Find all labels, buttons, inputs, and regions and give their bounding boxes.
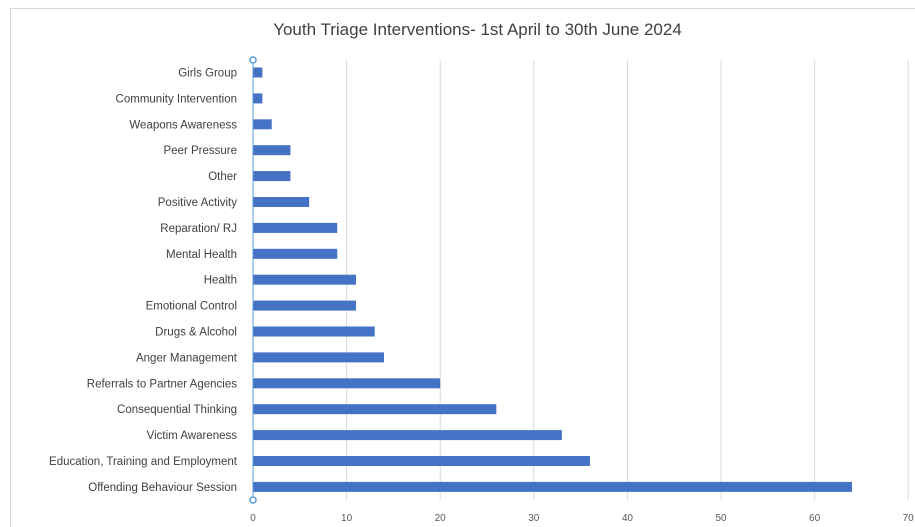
category-label: Other bbox=[208, 171, 237, 183]
bar bbox=[253, 481, 853, 492]
category-label: Drugs & Alcohol bbox=[155, 327, 237, 339]
bar bbox=[253, 430, 562, 441]
category-label: Weapons Awareness bbox=[129, 119, 237, 131]
bar bbox=[253, 93, 263, 104]
bar bbox=[253, 378, 441, 389]
bar bbox=[253, 456, 590, 466]
axis-handle-top bbox=[249, 56, 257, 64]
x-tick-label: 60 bbox=[809, 513, 821, 524]
axis-handle-bottom bbox=[249, 496, 257, 504]
bar bbox=[253, 300, 356, 311]
category-label: Girls Group bbox=[178, 68, 237, 80]
chart-frame bbox=[10, 8, 915, 527]
bar bbox=[253, 67, 263, 78]
bar bbox=[253, 274, 356, 285]
category-label: Community Intervention bbox=[116, 93, 237, 105]
category-label: Health bbox=[204, 275, 237, 287]
x-tick-label: 30 bbox=[528, 513, 540, 524]
x-tick-label: 70 bbox=[903, 513, 915, 524]
category-label: Emotional Control bbox=[146, 301, 237, 313]
bar bbox=[253, 222, 338, 233]
bar bbox=[253, 119, 272, 130]
category-label: Anger Management bbox=[136, 352, 238, 364]
bar bbox=[253, 326, 375, 337]
bar bbox=[253, 404, 497, 415]
x-tick-label: 10 bbox=[341, 513, 353, 524]
x-tick-label: 40 bbox=[622, 513, 634, 524]
category-label: Reparation/ RJ bbox=[160, 223, 237, 235]
bar bbox=[253, 352, 385, 363]
category-label: Offending Behaviour Session bbox=[88, 482, 237, 494]
x-tick-label: 20 bbox=[435, 513, 447, 524]
chart-title: Youth Triage Interventions- 1st April to… bbox=[273, 20, 682, 39]
bar bbox=[253, 197, 310, 207]
category-label: Positive Activity bbox=[158, 197, 237, 209]
category-label: Mental Health bbox=[166, 249, 237, 261]
bar bbox=[253, 248, 338, 259]
category-label: Peer Pressure bbox=[163, 145, 237, 157]
x-tick-label: 0 bbox=[250, 513, 256, 524]
bar bbox=[253, 171, 291, 182]
category-label: Victim Awareness bbox=[147, 430, 238, 442]
bar bbox=[253, 145, 291, 156]
category-label: Referrals to Partner Agencies bbox=[87, 378, 237, 390]
category-label: Consequential Thinking bbox=[117, 404, 237, 416]
x-tick-label: 50 bbox=[715, 513, 727, 524]
category-label: Education, Training and Employment bbox=[49, 456, 238, 468]
